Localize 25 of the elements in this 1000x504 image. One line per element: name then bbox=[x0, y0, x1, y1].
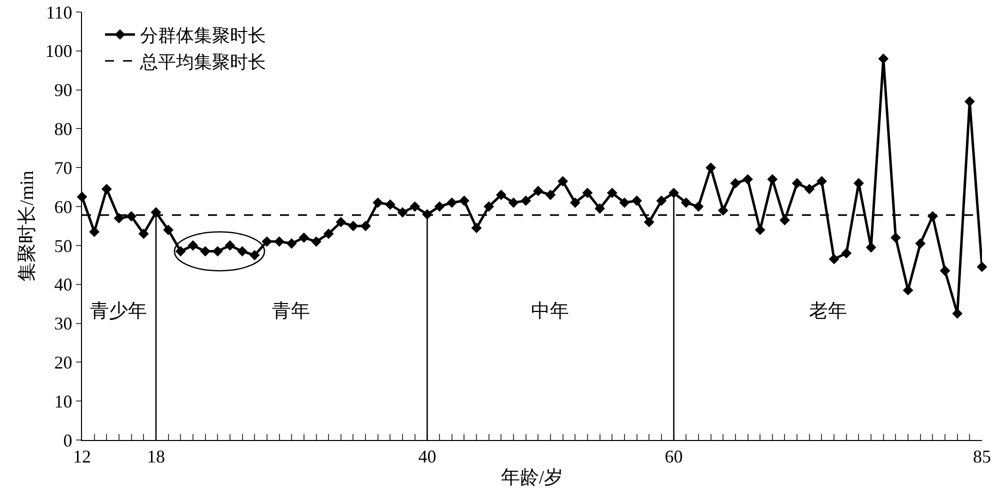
y-tick-label: 10 bbox=[54, 391, 72, 412]
x-tick-label: 60 bbox=[664, 446, 683, 467]
y-tick-label: 60 bbox=[54, 196, 72, 217]
legend-label: 总平均集聚时长 bbox=[139, 52, 266, 72]
x-tick-label: 18 bbox=[146, 446, 165, 467]
y-tick-label: 0 bbox=[63, 430, 72, 450]
y-tick-label: 70 bbox=[54, 158, 72, 178]
x-axis-title: 年龄/岁 bbox=[500, 468, 564, 488]
annotation: 青年 bbox=[272, 301, 310, 322]
y-tick-label: 110 bbox=[46, 2, 72, 22]
x-tick-label: 85 bbox=[973, 446, 991, 467]
x-tick-label: 40 bbox=[418, 446, 436, 467]
annotation: 中年 bbox=[531, 301, 569, 322]
y-tick-label: 50 bbox=[54, 236, 72, 256]
annotation: 老年 bbox=[809, 301, 847, 322]
y-tick-label: 30 bbox=[54, 314, 72, 334]
y-tick-label: 40 bbox=[54, 274, 72, 295]
y-tick-label: 100 bbox=[45, 41, 72, 62]
annotation: 青少年 bbox=[90, 301, 147, 322]
y-tick-label: 80 bbox=[54, 119, 72, 140]
legend-label: 分群体集聚时长 bbox=[140, 26, 266, 46]
y-tick-label: 20 bbox=[54, 352, 72, 372]
y-axis-title: 集聚时长/min bbox=[17, 170, 38, 282]
y-tick-label: 90 bbox=[54, 80, 72, 100]
x-tick-label: 12 bbox=[73, 446, 91, 467]
